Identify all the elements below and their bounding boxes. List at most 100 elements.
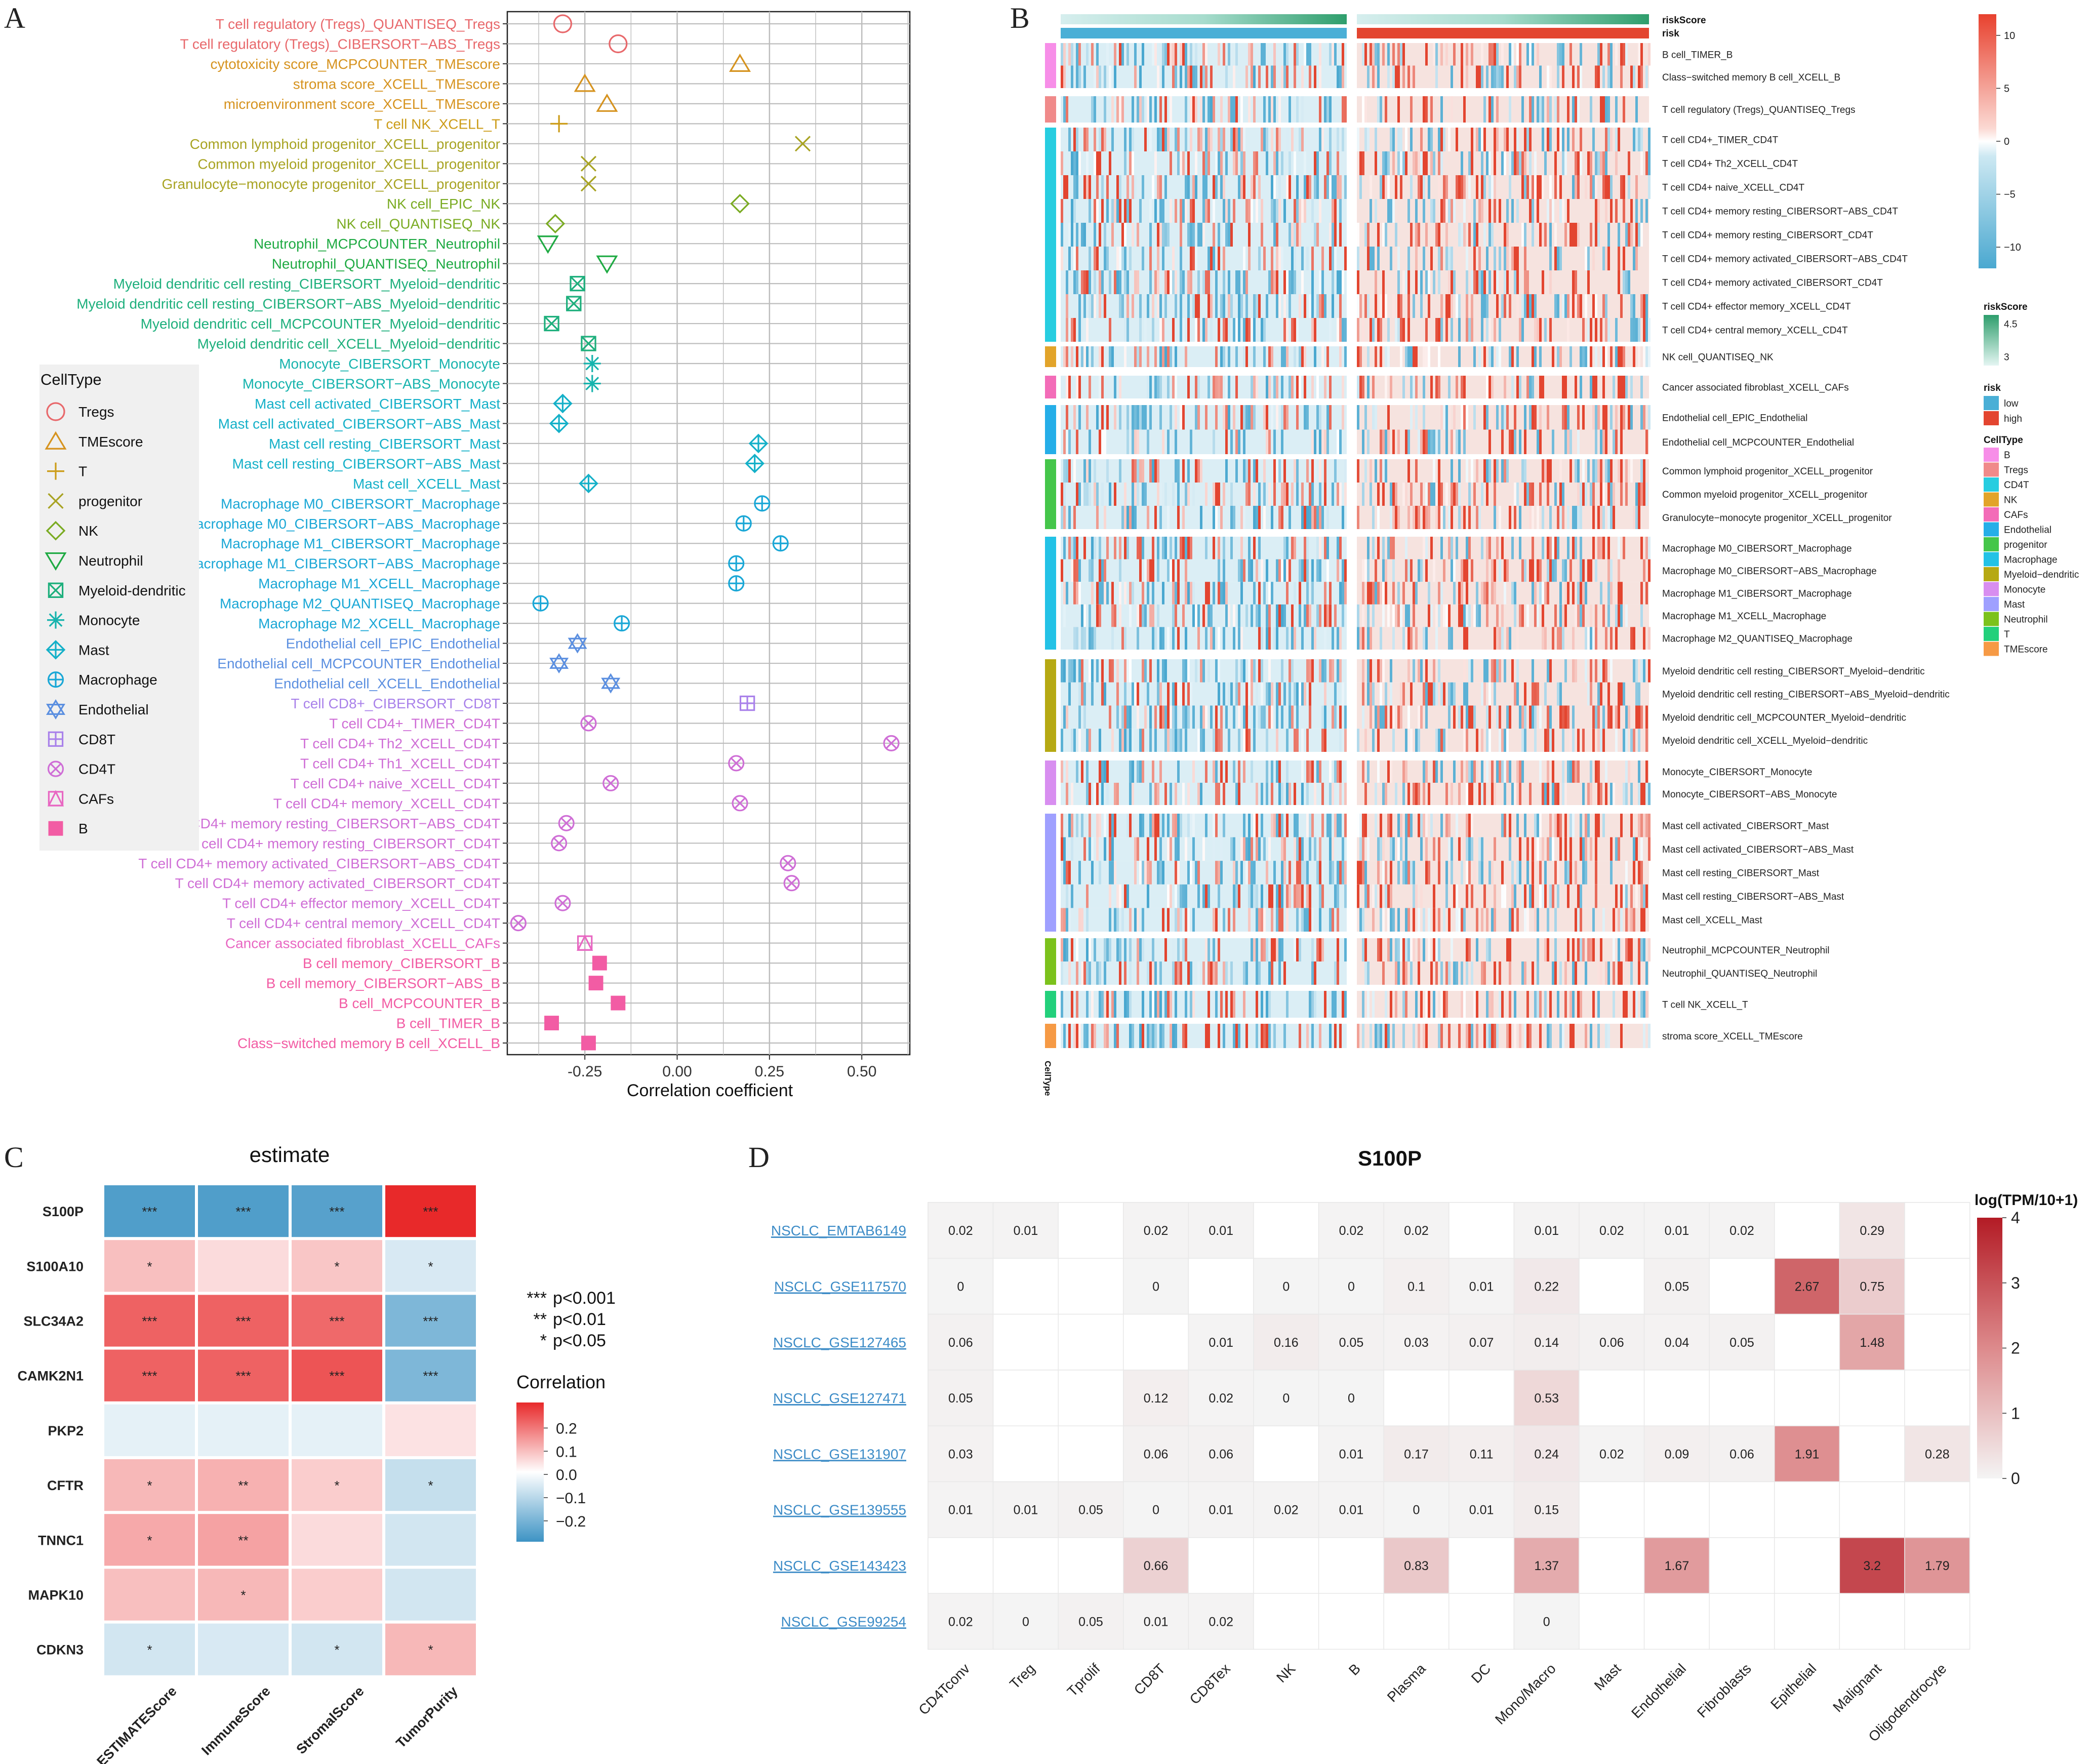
heatmap-cell (1590, 346, 1592, 367)
heatmap-cell (1101, 128, 1104, 151)
heatmap-cell (1481, 318, 1483, 342)
heatmap-cell (1610, 483, 1613, 506)
heatmap-cell (1390, 991, 1392, 1018)
heatmap-cell (1195, 96, 1197, 123)
heatmap-cell (1099, 559, 1101, 582)
heatmap-cell (1433, 483, 1435, 506)
heatmap-cell (1218, 861, 1220, 885)
heatmap-cell (1491, 65, 1494, 88)
heatmap-cell (1633, 861, 1635, 885)
dataset-link-nsclc-gse127465[interactable]: NSCLC_GSE127465 (773, 1335, 906, 1350)
dataset-link-nsclc-gse127471[interactable]: NSCLC_GSE127471 (773, 1390, 906, 1406)
heatmap-cell (1620, 729, 1623, 752)
heatmap-cell (1068, 861, 1071, 885)
heatmap-cell (1567, 128, 1569, 151)
heatmap-cell (1281, 783, 1283, 805)
heatmap-cell (1638, 814, 1640, 837)
heatmap-cell (1213, 961, 1215, 985)
heatmap-cell (1501, 459, 1504, 483)
heatmap-cell (1473, 991, 1476, 1018)
heatmap-cell (1157, 128, 1159, 151)
heatmap-cell (1286, 884, 1289, 908)
heatmap-cell (1106, 199, 1109, 223)
heatmap-cell (1375, 405, 1377, 430)
heatmap-cell (1271, 682, 1273, 706)
heatmap-cell (1461, 43, 1463, 66)
heatmap-cell (1337, 65, 1339, 88)
heatmap-cell (1466, 884, 1468, 908)
heatmap-cell (1124, 884, 1126, 908)
heatmap-cell (1190, 537, 1192, 559)
heatmap-cell (1569, 814, 1572, 837)
heatmap-cell (1375, 884, 1377, 908)
dataset-link-nsclc-emtab6149[interactable]: NSCLC_EMTAB6149 (771, 1223, 906, 1238)
heatmap-cell (1251, 884, 1253, 908)
heatmap-cell (1623, 199, 1625, 223)
heatmap-cell (1372, 604, 1375, 627)
heatmap-cell (1526, 1024, 1529, 1048)
heatmap-cell (1152, 627, 1154, 650)
heatmap-cell (1119, 294, 1121, 318)
heatmap-cell (1332, 908, 1334, 932)
heatmap-cell (1162, 429, 1164, 454)
heatmap-cell (1506, 223, 1509, 247)
heatmap-cell (1342, 318, 1344, 342)
point-cancer-associated-fibroblast-xcell-cafs (576, 934, 593, 951)
heatmap-cell (1137, 908, 1139, 932)
heatmap-cell (1640, 294, 1643, 318)
heatmap-cell (1210, 65, 1213, 88)
heatmap-cell (1205, 199, 1208, 223)
row-background-low (1061, 814, 1347, 837)
heatmap-cell (1486, 729, 1488, 752)
heatmap-cell (1083, 459, 1086, 483)
heatmap-cell (1511, 884, 1514, 908)
celltype-legend-label-b: B (2004, 450, 2010, 461)
heatmap-cell (1228, 318, 1230, 342)
heatmap-cell (1496, 604, 1499, 627)
heatmap-cell (1532, 837, 1534, 861)
row-label-myeloid-dendritic-cell-mcpcounter-myeloid-dendritic: Myeloid dendritic cell_MCPCOUNTER_Myeloi… (141, 316, 500, 332)
heatmap-cell (1625, 270, 1628, 294)
legend-risk-title: risk (1984, 383, 2001, 393)
heatmap-cell (1081, 814, 1083, 837)
heatmap-cell (1291, 483, 1294, 506)
heatmap-cell (1119, 961, 1121, 985)
heatmap-cell (1557, 199, 1559, 223)
heatmap-cell (1311, 270, 1314, 294)
legend-label-t: T (78, 464, 87, 479)
heatmap-cell (1319, 96, 1321, 123)
heatmap-cell (1582, 783, 1585, 805)
heatmap-cell (1456, 128, 1458, 151)
annotation-label-risk: risk (1662, 28, 1679, 39)
heatmap-cell (1157, 659, 1159, 683)
dataset-link-nsclc-gse117570[interactable]: NSCLC_GSE117570 (774, 1278, 906, 1294)
heatmap-cell (1580, 814, 1582, 837)
heatmap-cell (1276, 405, 1278, 430)
heatmap-cell (1615, 128, 1618, 151)
heatmap-cell (1453, 405, 1456, 430)
dataset-link-nsclc-gse99254[interactable]: NSCLC_GSE99254 (781, 1614, 906, 1629)
heatmap-cell (1180, 43, 1182, 66)
dataset-link-nsclc-gse139555[interactable]: NSCLC_GSE139555 (773, 1502, 906, 1518)
heatmap-cell (1572, 938, 1575, 961)
heatmap-cell (1208, 96, 1210, 123)
dataset-link-nsclc-gse143423[interactable]: NSCLC_GSE143423 (773, 1558, 906, 1574)
heatmap-cell (1392, 429, 1395, 454)
heatmap-cell (1114, 405, 1116, 430)
heatmap-cell (1243, 128, 1245, 151)
heatmap-cell (1569, 760, 1572, 783)
heatmap-row-label-t-cell-cd4-naive-xcell-cd4t: T cell CD4+ naive_XCELL_CD4T (1662, 183, 1804, 193)
heatmap-cell (1126, 537, 1129, 559)
heatmap-cell (1068, 318, 1071, 342)
heatmap-cell (1342, 270, 1344, 294)
celltype-bar-progenitor (1045, 459, 1056, 529)
heatmap-cell (1180, 318, 1182, 342)
heatmap-cell (1294, 861, 1296, 885)
heatmap-cell (1620, 1024, 1623, 1048)
heatmap-cell (1137, 938, 1139, 961)
heatmap-cell (1251, 760, 1253, 783)
heatmap-cell (1610, 65, 1613, 88)
heatmap-cell (1271, 175, 1273, 199)
heatmap-cell (1496, 405, 1499, 430)
dataset-link-nsclc-gse131907[interactable]: NSCLC_GSE131907 (773, 1446, 906, 1462)
